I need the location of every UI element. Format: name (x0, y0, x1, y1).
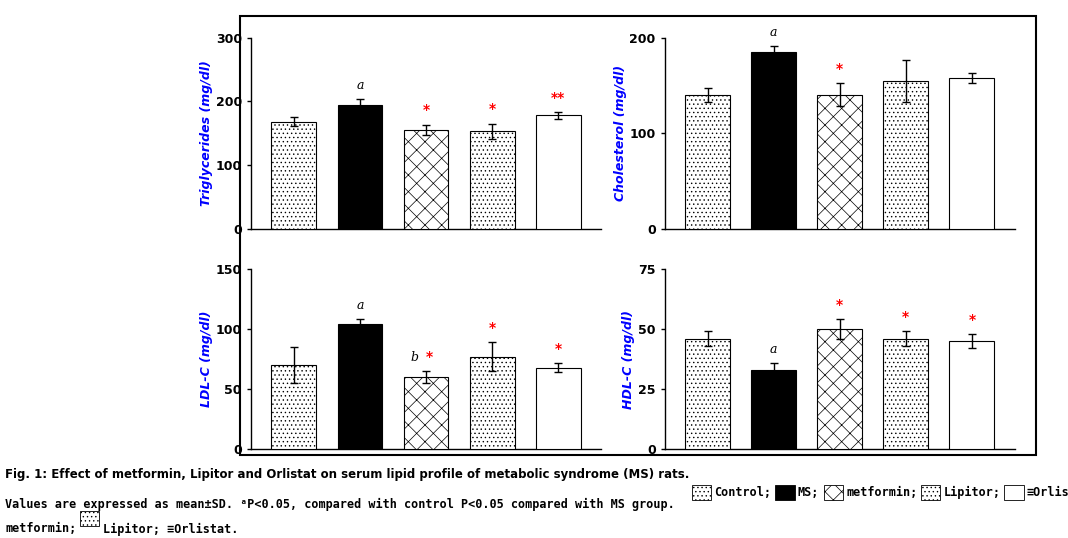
Bar (686, 339, 731, 449)
Text: *: * (423, 103, 429, 117)
Bar (817, 95, 862, 229)
Text: *: * (969, 313, 975, 327)
Y-axis label: HDL-C (mg/dl): HDL-C (mg/dl) (623, 309, 635, 409)
Bar (470, 131, 515, 229)
Bar (470, 357, 515, 449)
Text: **: ** (551, 90, 565, 104)
Bar (404, 377, 449, 449)
Bar (337, 104, 382, 229)
Y-axis label: Cholesterol (mg/dl): Cholesterol (mg/dl) (614, 65, 627, 201)
Text: b: b (410, 351, 418, 364)
Text: Control;: Control; (714, 486, 771, 499)
Bar (337, 324, 382, 449)
Text: *: * (836, 298, 844, 312)
Text: Fig. 1: Effect of metformin, Lipitor and Orlistat on serum lipid profile of meta: Fig. 1: Effect of metformin, Lipitor and… (5, 468, 690, 481)
Text: *: * (902, 310, 909, 324)
Text: a: a (357, 299, 364, 312)
Y-axis label: LDL-C (mg/dl): LDL-C (mg/dl) (200, 311, 213, 407)
Y-axis label: Triglycerides (mg/dl): Triglycerides (mg/dl) (200, 60, 213, 206)
Bar (751, 52, 796, 229)
Text: Lipitor; ≡Orlistat.: Lipitor; ≡Orlistat. (103, 523, 238, 536)
Bar (271, 122, 316, 229)
Text: a: a (357, 79, 364, 92)
Text: Values are expressed as mean±SD. ᵃP<0.05, compared with control P<0.05 compared : Values are expressed as mean±SD. ᵃP<0.05… (5, 498, 675, 511)
Text: a: a (770, 343, 778, 356)
Bar (686, 95, 731, 229)
Bar (536, 367, 581, 449)
Text: ≡Orlistat.: ≡Orlistat. (1027, 486, 1068, 499)
Text: *: * (426, 350, 433, 364)
Text: Lipitor;: Lipitor; (944, 486, 1001, 499)
Text: MS;: MS; (798, 486, 819, 499)
Bar (404, 130, 449, 229)
Bar (751, 370, 796, 449)
Bar (536, 115, 581, 229)
Text: metformin;: metformin; (5, 522, 77, 535)
Text: *: * (554, 342, 562, 356)
Text: a: a (770, 26, 778, 39)
Bar (271, 365, 316, 449)
Text: *: * (488, 321, 496, 335)
Bar (817, 329, 862, 449)
Text: *: * (836, 62, 844, 76)
Text: metformin;: metformin; (846, 486, 917, 499)
Bar (949, 78, 994, 229)
Bar (883, 81, 928, 229)
Bar (949, 341, 994, 449)
Bar (883, 339, 928, 449)
Text: *: * (488, 102, 496, 116)
